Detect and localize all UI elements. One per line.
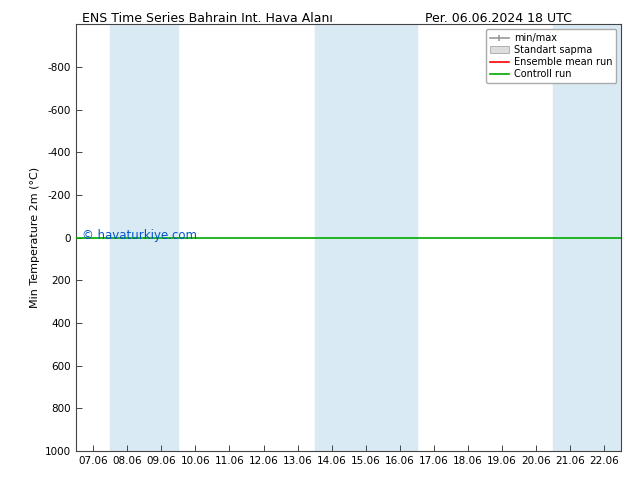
Bar: [587, 24, 621, 451]
Bar: [314, 24, 349, 451]
Text: © havaturkiye.com: © havaturkiye.com: [82, 229, 197, 242]
Bar: [383, 24, 417, 451]
Text: ENS Time Series Bahrain Int. Hava Alanı: ENS Time Series Bahrain Int. Hava Alanı: [82, 12, 333, 25]
Legend: min/max, Standart sapma, Ensemble mean run, Controll run: min/max, Standart sapma, Ensemble mean r…: [486, 29, 616, 83]
Bar: [349, 24, 383, 451]
Y-axis label: Min Temperature 2m (°C): Min Temperature 2m (°C): [30, 167, 39, 308]
Bar: [144, 24, 178, 451]
Text: Per. 06.06.2024 18 UTC: Per. 06.06.2024 18 UTC: [425, 12, 572, 25]
Bar: [553, 24, 587, 451]
Bar: [110, 24, 144, 451]
